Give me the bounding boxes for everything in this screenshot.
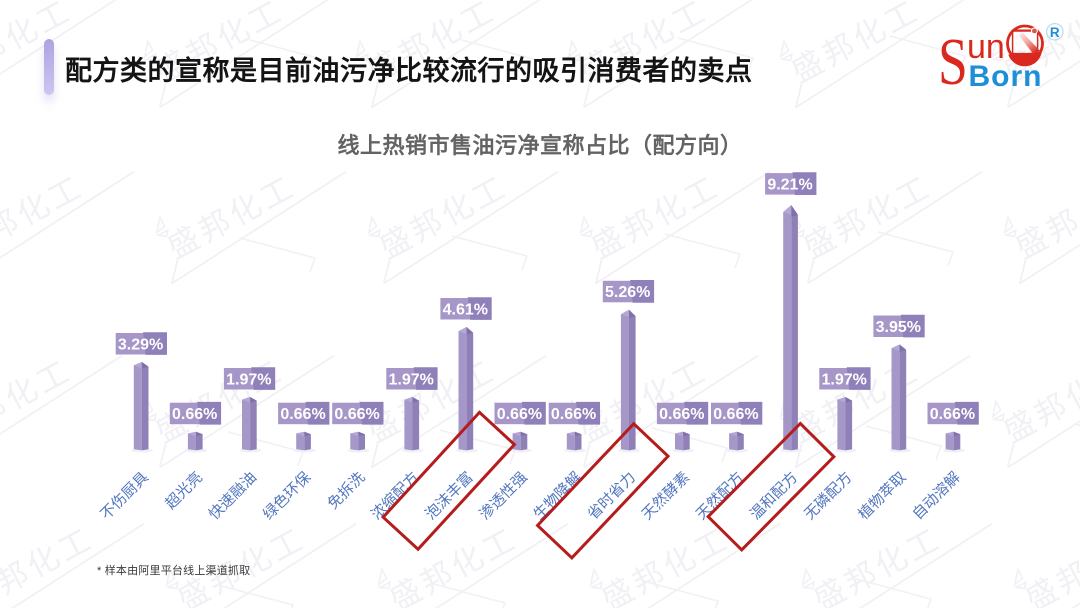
svg-text:生物降解: 生物降解 <box>530 469 584 523</box>
svg-text:0.66%: 0.66% <box>551 406 596 423</box>
svg-text:1.97%: 1.97% <box>389 371 434 388</box>
svg-text:快速融油: 快速融油 <box>206 469 260 523</box>
svg-text:1.97%: 1.97% <box>226 371 271 388</box>
svg-text:4.61%: 4.61% <box>443 301 488 318</box>
svg-text:R: R <box>1050 25 1060 40</box>
svg-text:超光亮: 超光亮 <box>162 469 206 513</box>
svg-text:免拆洗: 免拆洗 <box>325 469 369 513</box>
svg-text:0.66%: 0.66% <box>930 406 975 423</box>
svg-text:3.95%: 3.95% <box>876 319 921 336</box>
svg-text:天然配方: 天然配方 <box>693 469 747 523</box>
svg-text:0.66%: 0.66% <box>280 406 325 423</box>
svg-text:0.66%: 0.66% <box>334 406 379 423</box>
svg-text:5.26%: 5.26% <box>605 284 650 301</box>
svg-text:1.97%: 1.97% <box>822 371 867 388</box>
svg-text:9.21%: 9.21% <box>767 177 812 194</box>
svg-text:自动溶解: 自动溶解 <box>909 469 963 523</box>
svg-text:0.66%: 0.66% <box>497 406 542 423</box>
svg-text:无磷配方: 无磷配方 <box>801 469 855 523</box>
svg-text:3.29%: 3.29% <box>118 336 163 353</box>
svg-text:0.66%: 0.66% <box>659 406 704 423</box>
svg-text:不伤厨具: 不伤厨具 <box>97 469 151 523</box>
svg-text:0.66%: 0.66% <box>713 406 758 423</box>
svg-text:绿色环保: 绿色环保 <box>260 469 314 523</box>
svg-text:浓缩配方: 浓缩配方 <box>368 469 422 523</box>
svg-text:0.66%: 0.66% <box>172 406 217 423</box>
svg-text:植物萃取: 植物萃取 <box>855 469 909 523</box>
